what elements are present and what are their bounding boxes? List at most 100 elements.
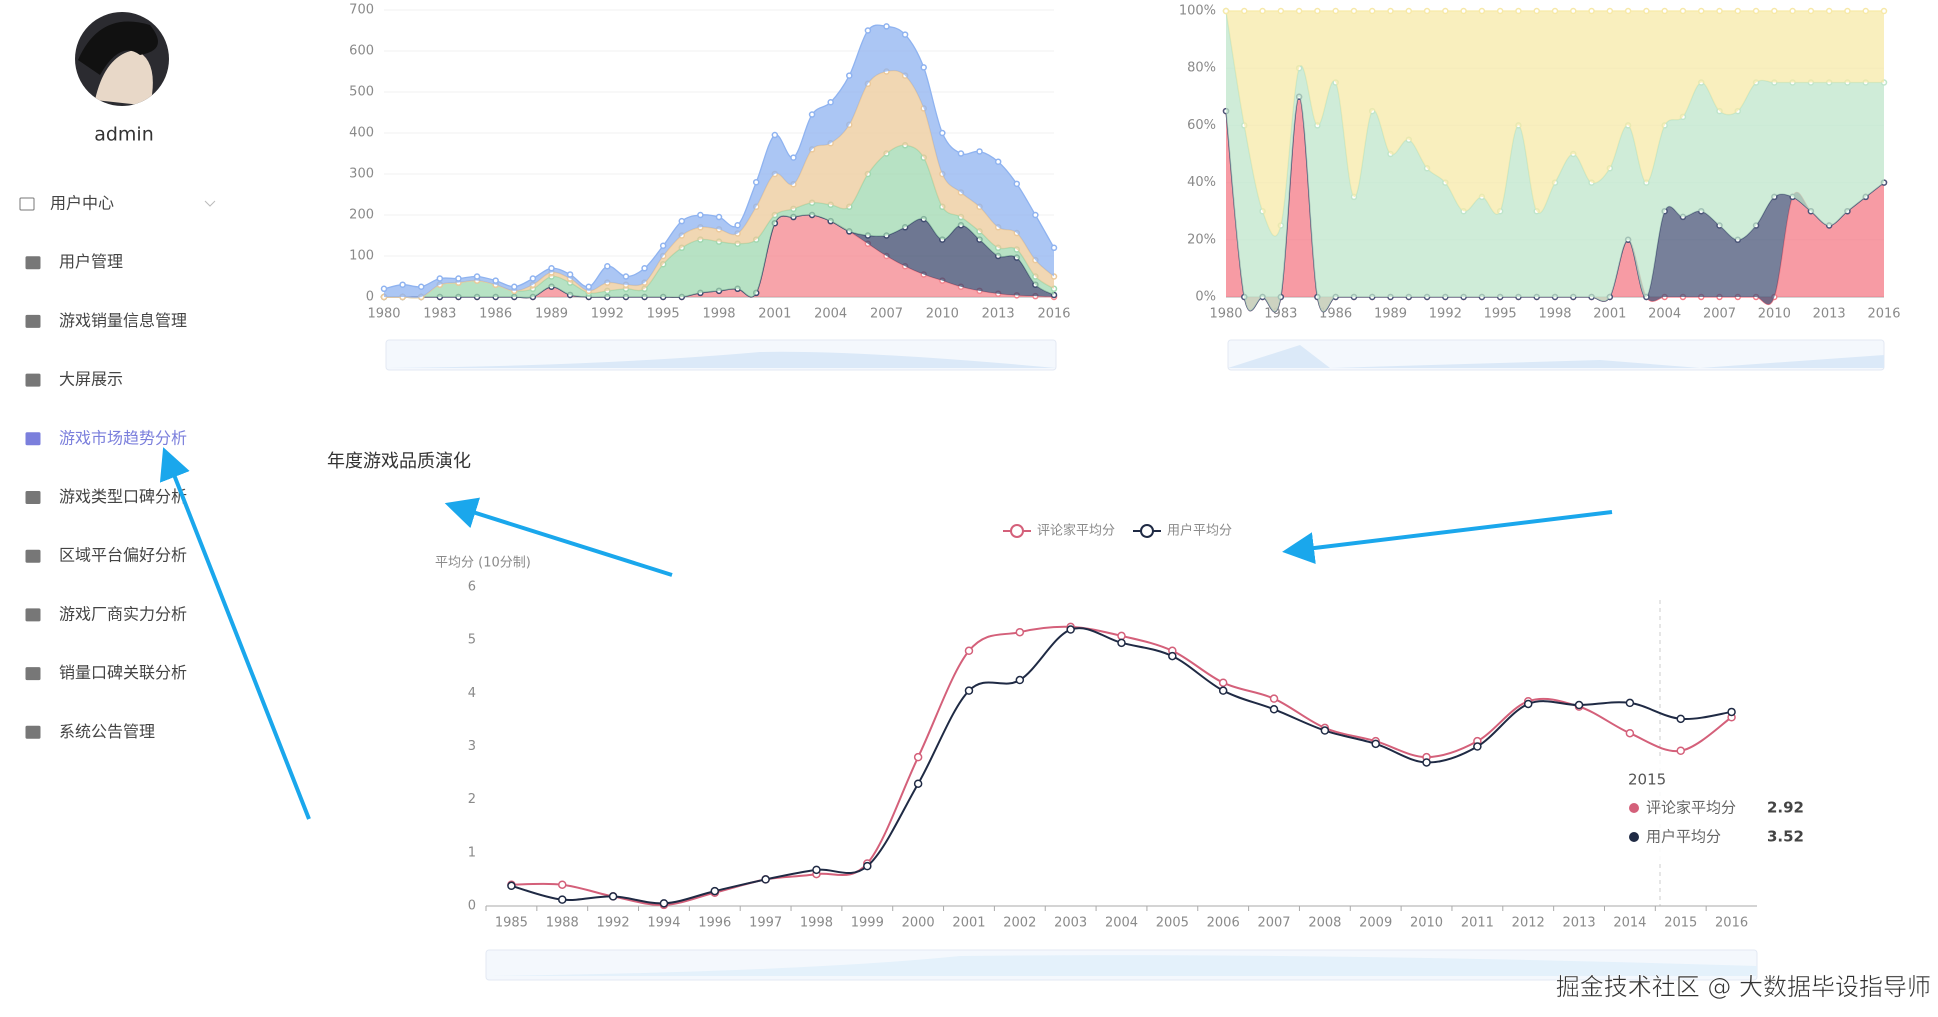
menu-item[interactable]: 区域平台偏好分析 (25, 546, 187, 565)
x-tick-label: 1983 (423, 307, 456, 322)
point (710, 886, 720, 896)
menu-label: 用户管理 (59, 252, 123, 271)
point (964, 646, 974, 656)
x-tick-label: 2004 (814, 307, 847, 322)
menu-icon (25, 373, 41, 387)
menu-item[interactable]: 用户中心 (19, 194, 216, 213)
x-tick-label: 2010 (926, 307, 959, 322)
x-tick-label: 2013 (1563, 916, 1596, 931)
x-tick-label: 2007 (1703, 307, 1736, 322)
menu-item[interactable]: 游戏市场趋势分析 (25, 428, 187, 447)
point (994, 158, 1002, 165)
menu-item[interactable]: 游戏类型口碑分析 (25, 487, 187, 506)
point (1050, 244, 1058, 252)
x-tick-label: 2004 (1105, 916, 1138, 931)
menu-icon (25, 432, 41, 446)
x-tick-label: 2015 (1664, 916, 1697, 931)
menu-item[interactable]: 系统公告管理 (25, 722, 155, 741)
tooltip-dot (1629, 832, 1639, 842)
slider[interactable] (485, 949, 1758, 981)
y-tick-label: 100 (349, 249, 374, 264)
point (604, 263, 611, 270)
point (1117, 638, 1126, 648)
menu-item[interactable]: 游戏厂商实力分析 (25, 604, 187, 623)
point (1676, 746, 1685, 756)
legend-item[interactable]: 用户平均分 (1133, 523, 1232, 539)
legend-marker (1010, 524, 1024, 538)
point (734, 222, 741, 229)
menu-icon (25, 491, 41, 504)
x-tick-label: 1998 (702, 307, 735, 322)
point (939, 129, 946, 137)
point (1533, 7, 1540, 15)
point (771, 131, 779, 139)
point (1570, 7, 1577, 15)
point (1222, 7, 1230, 15)
tooltip-title: 2015 (1628, 771, 1666, 789)
point (1624, 7, 1632, 15)
point (1015, 627, 1025, 637)
point (1825, 7, 1833, 15)
tooltip-label: 用户平均分 (1646, 828, 1721, 846)
x-tick-label: 1995 (1484, 307, 1517, 322)
point (1371, 739, 1380, 749)
point (1588, 7, 1595, 15)
menu-label: 游戏市场趋势分析 (59, 428, 187, 447)
point (1551, 7, 1559, 15)
x-tick-label: 2016 (1715, 916, 1748, 931)
point (399, 281, 406, 288)
area (1226, 11, 1884, 312)
x-tick-label: 2010 (1410, 916, 1443, 931)
point (641, 265, 648, 272)
y-tick-label: 200 (349, 208, 374, 223)
point (558, 880, 567, 889)
chart: 0% 20% 40% 60% 80% 100% 1980 1983 1986 1989 1992 19… (1179, 4, 1901, 322)
point (1752, 7, 1760, 15)
y-tick-label: 600 (349, 44, 374, 59)
point (920, 64, 927, 71)
x-tick-label: 2004 (1648, 307, 1681, 322)
point (455, 275, 462, 282)
series-line (511, 627, 1732, 905)
point (1117, 631, 1126, 641)
point (1460, 7, 1467, 15)
menu-item[interactable]: 游戏销量信息管理 (25, 311, 187, 330)
x-tick-label: 2010 (1758, 307, 1791, 322)
x-tick-label: 1985 (495, 916, 528, 931)
x-tick-label: 1998 (800, 916, 833, 931)
tooltip-value: 3.52 (1767, 828, 1804, 846)
x-tick-label: 2009 (1359, 916, 1392, 931)
tooltip: 2015 评论家平均分 2.92 用户平均分 3.52 (1615, 760, 1825, 860)
y-tick-label: 300 (349, 167, 374, 182)
point (1387, 7, 1394, 15)
x-tick-label: 1986 (1319, 307, 1352, 322)
point (964, 686, 974, 695)
point (715, 213, 723, 221)
y-tick-label: 100% (1179, 4, 1216, 19)
x-tick-label: 2013 (1813, 307, 1846, 322)
slider[interactable] (1227, 339, 1885, 371)
point (585, 283, 592, 290)
slider[interactable] (385, 339, 1057, 371)
x-tick-label: 1980 (367, 307, 400, 322)
y-tick-label: 6 (468, 580, 476, 595)
arrow (444, 497, 673, 577)
point (622, 273, 630, 280)
point (1218, 686, 1228, 695)
menu-item[interactable]: 销量口碑关联分析 (25, 663, 187, 682)
x-tick-label: 2008 (1308, 916, 1341, 931)
y-tick-label: 0% (1195, 290, 1216, 305)
point (1625, 728, 1635, 738)
menu-icon (25, 256, 41, 270)
y-tick-label: 2 (468, 792, 476, 807)
area (384, 145, 1054, 298)
legend-item[interactable]: 评论家平均分 (1003, 523, 1115, 539)
point (812, 865, 821, 875)
avatar[interactable] (75, 12, 169, 106)
arrow (159, 447, 311, 820)
point (608, 892, 618, 901)
menu-item[interactable]: 用户管理 (25, 252, 123, 271)
point (1269, 694, 1279, 703)
menu-item[interactable]: 大屏展示 (25, 370, 123, 389)
point (659, 899, 669, 908)
